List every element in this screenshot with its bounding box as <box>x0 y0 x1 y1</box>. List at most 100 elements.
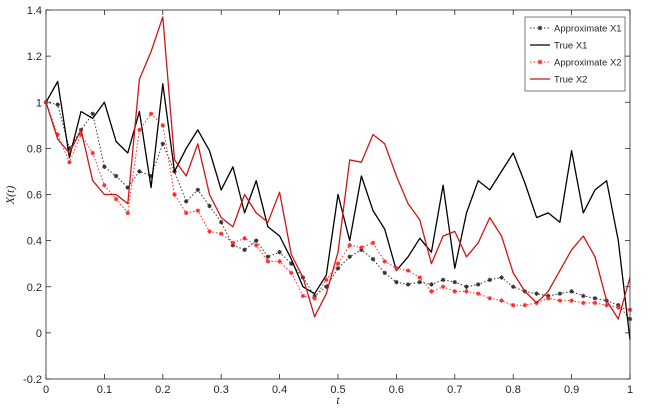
data-point <box>487 296 493 301</box>
data-point <box>534 291 539 296</box>
x-tick-label: 0 <box>43 384 49 396</box>
data-point <box>440 284 446 289</box>
data-point <box>148 111 154 116</box>
legend-label: True X2 <box>554 75 587 86</box>
series-line-approximate-x1 <box>45 101 631 320</box>
legend-item: Approximate X2 <box>530 58 622 69</box>
data-point <box>499 275 504 280</box>
data-point <box>137 169 142 174</box>
data-point <box>417 275 422 280</box>
legend-marker <box>537 25 543 31</box>
data-point <box>55 132 60 137</box>
data-point <box>90 111 95 116</box>
data-point <box>511 284 516 289</box>
data-point <box>78 132 84 137</box>
data-point <box>254 238 259 243</box>
data-point <box>230 240 236 246</box>
data-point <box>289 270 294 276</box>
data-point <box>405 268 411 273</box>
data-point <box>475 282 481 287</box>
y-tick-label: 0.4 <box>27 236 42 248</box>
data-point <box>195 208 201 213</box>
x-tick-label: 0.9 <box>564 384 579 396</box>
legend-label: Approximate X1 <box>554 24 622 35</box>
y-axis: -0.2 0 0.2 0.4 0.6 0.8 1 1.2 1.4 <box>23 5 630 386</box>
x-tick-label: 0.6 <box>389 384 404 396</box>
x-tick-label: 0.1 <box>97 384 112 396</box>
data-point <box>113 173 119 179</box>
data-point <box>475 291 481 296</box>
series-layer <box>43 16 633 340</box>
x-tick-label: 0.3 <box>214 384 229 396</box>
data-point <box>265 254 271 259</box>
data-point <box>616 303 621 308</box>
x-tick-label: 0.5 <box>330 384 345 396</box>
data-point <box>511 303 516 308</box>
data-point <box>324 284 329 289</box>
y-tick-label: 1.4 <box>27 5 42 17</box>
y-tick-label: 1.2 <box>27 51 42 63</box>
data-point <box>102 164 107 170</box>
data-point <box>592 296 598 301</box>
x-axis: 0 0.1 0.2 0.3 0.4 0.5 0.6 0.7 0.8 0.9 1 <box>43 10 633 396</box>
data-point <box>219 231 224 236</box>
y-tick-label: 0.6 <box>27 190 42 202</box>
data-point <box>335 261 341 266</box>
x-tick-label: 1 <box>627 384 633 396</box>
series-true-x2 <box>45 16 631 320</box>
data-point <box>359 247 364 253</box>
data-point <box>90 150 95 156</box>
data-point <box>137 127 142 133</box>
data-point <box>254 243 259 248</box>
data-point <box>230 243 236 248</box>
series-true-x1 <box>45 80 631 340</box>
y-tick-label: 1 <box>36 97 42 109</box>
data-point <box>67 146 72 151</box>
x-tick-label: 0.4 <box>272 384 287 396</box>
y-tick-label: 0.2 <box>27 282 42 294</box>
data-point <box>324 277 329 283</box>
legend-item: True X2 <box>530 75 587 86</box>
data-point <box>546 293 551 299</box>
data-point <box>440 277 446 283</box>
data-point <box>113 196 119 202</box>
data-point <box>464 284 469 289</box>
data-point <box>172 192 177 197</box>
data-point <box>487 277 493 283</box>
legend-item: True X1 <box>530 41 587 52</box>
y-tick-label: 0 <box>36 328 42 340</box>
data-point <box>394 266 399 271</box>
data-point <box>183 199 189 204</box>
data-point <box>312 296 317 301</box>
data-point <box>557 291 563 296</box>
data-point <box>405 282 411 287</box>
data-point <box>125 210 130 216</box>
data-point <box>265 259 271 264</box>
data-point <box>67 160 72 165</box>
data-point <box>289 261 294 266</box>
data-point <box>382 259 387 264</box>
data-point <box>581 293 586 299</box>
data-point <box>347 243 352 248</box>
data-point <box>207 203 212 209</box>
data-point <box>452 279 457 285</box>
x-tick-label: 0.8 <box>506 384 521 396</box>
data-point <box>499 298 504 303</box>
data-point <box>382 270 387 276</box>
data-point <box>242 236 247 241</box>
data-point <box>55 102 60 107</box>
data-point <box>417 279 422 285</box>
data-point <box>429 289 434 294</box>
data-point <box>370 240 376 246</box>
x-axis-label: t <box>336 393 340 407</box>
data-point <box>160 123 165 128</box>
data-point <box>592 300 598 306</box>
data-point <box>604 303 609 308</box>
data-point <box>464 289 469 294</box>
legend-marker <box>537 59 543 65</box>
y-axis-label: X(t) <box>3 186 17 206</box>
legend: Approximate X1 True X1 Approximate X2 True … <box>524 16 626 92</box>
data-point <box>148 173 154 179</box>
data-point <box>616 305 621 310</box>
